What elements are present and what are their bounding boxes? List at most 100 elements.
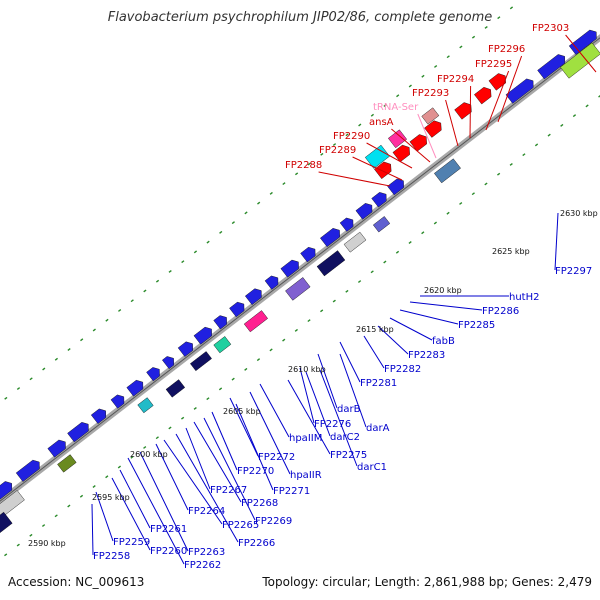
tick-mark	[143, 445, 147, 449]
inner-tick-track	[4, 95, 600, 557]
tick-mark	[534, 143, 539, 147]
tick-mark	[547, 133, 551, 137]
scale-label: 2600 kbp	[130, 450, 168, 459]
tick-mark	[54, 357, 59, 361]
gene-block	[213, 336, 232, 354]
tick-mark	[231, 221, 235, 225]
tick-mark	[269, 191, 273, 195]
tick-mark	[357, 280, 362, 284]
leader-line	[155, 443, 189, 511]
scale-label: 2605 kbp	[223, 407, 261, 416]
forward-gene-arrow	[110, 394, 125, 409]
leader-line	[469, 85, 472, 139]
tick-mark	[433, 64, 438, 68]
feature-label: FP2260	[150, 546, 187, 557]
scale-label: 2595 kbp	[92, 493, 130, 502]
forward-gene-arrow	[505, 78, 534, 104]
forward-gene-arrow	[320, 228, 340, 248]
tick-mark	[320, 152, 324, 156]
tick-mark	[41, 524, 46, 528]
forward-gene-arrow	[193, 326, 212, 345]
leader-line	[211, 411, 238, 471]
feature-label: FP2293	[412, 88, 449, 99]
leader-line	[352, 156, 403, 181]
tick-mark	[497, 16, 501, 20]
tick-mark	[257, 201, 261, 205]
leader-line	[203, 417, 256, 521]
tick-mark	[332, 143, 337, 147]
feature-label: FP2295	[475, 59, 512, 70]
tick-mark	[155, 279, 160, 283]
tick-mark	[446, 55, 450, 59]
leader-line	[318, 171, 391, 187]
tick-mark	[459, 45, 463, 49]
feature-label: FP2281	[360, 378, 397, 389]
leader-line	[565, 34, 597, 73]
tick-mark	[294, 328, 298, 332]
forward-gene-arrow	[264, 275, 279, 290]
tick-mark	[408, 241, 412, 244]
tick-mark	[244, 367, 248, 371]
gene-block	[560, 42, 600, 79]
feature-label: FP2271	[273, 486, 310, 497]
forward-gene-arrow	[0, 481, 13, 513]
feature-label: FP2283	[408, 350, 445, 361]
forward-gene-arrow	[229, 301, 245, 318]
leader-line	[175, 433, 239, 543]
feature-label: FP2262	[184, 560, 221, 571]
leader-line	[497, 55, 523, 123]
feature-label: FP2268	[241, 498, 278, 509]
leader-line	[259, 383, 290, 438]
reverse-gene-arrow	[374, 161, 392, 180]
feature-label: hpaIIR	[290, 470, 322, 481]
leader-line	[485, 70, 510, 131]
tick-mark	[193, 250, 198, 254]
tick-mark	[282, 182, 286, 186]
tick-mark	[117, 308, 122, 312]
tick-mark	[130, 455, 134, 459]
leader-line	[317, 353, 338, 409]
feature-label: FP2294	[437, 74, 474, 85]
gene-block	[372, 216, 391, 233]
tick-mark	[383, 104, 387, 107]
scale-label: 2610 kbp	[288, 365, 326, 374]
feature-label: FP2267	[210, 485, 247, 496]
forward-gene-arrow	[162, 356, 174, 370]
gene-block	[343, 231, 367, 253]
forward-gene-arrow	[568, 29, 597, 55]
forward-gene-arrow	[300, 246, 316, 263]
feature-label: FP2285	[458, 320, 495, 331]
gene-block	[0, 511, 13, 541]
tick-mark	[193, 406, 197, 410]
tick-mark	[79, 494, 84, 498]
leader-line	[163, 439, 223, 525]
tick-mark	[67, 504, 71, 508]
tick-mark	[560, 123, 564, 127]
tick-mark	[168, 269, 172, 273]
tick-mark	[471, 35, 476, 39]
tick-mark	[143, 289, 147, 293]
tick-mark	[4, 396, 8, 400]
gene-block	[137, 397, 154, 414]
tick-mark	[421, 231, 425, 235]
forward-gene-arrow	[47, 439, 66, 458]
feature-label: FP2290	[333, 131, 370, 142]
feature-label: FP2286	[482, 306, 519, 317]
forward-gene-arrow	[387, 178, 404, 196]
tick-mark	[408, 84, 412, 88]
tick-mark	[4, 553, 8, 557]
tick-mark	[332, 299, 336, 303]
leader-line	[287, 379, 331, 455]
tick-mark	[307, 162, 311, 166]
tick-mark	[509, 6, 514, 10]
feature-label: darA	[366, 423, 390, 434]
scale-label: 2620 kbp	[424, 286, 462, 295]
tick-mark	[218, 387, 223, 391]
scale-label: 2615 kbp	[356, 325, 394, 334]
tick-mark	[294, 172, 299, 176]
feature-label: ansA	[369, 117, 394, 128]
feature-label: tRNA-Ser	[373, 102, 419, 113]
leader-line	[193, 421, 242, 503]
tick-mark	[105, 318, 109, 322]
